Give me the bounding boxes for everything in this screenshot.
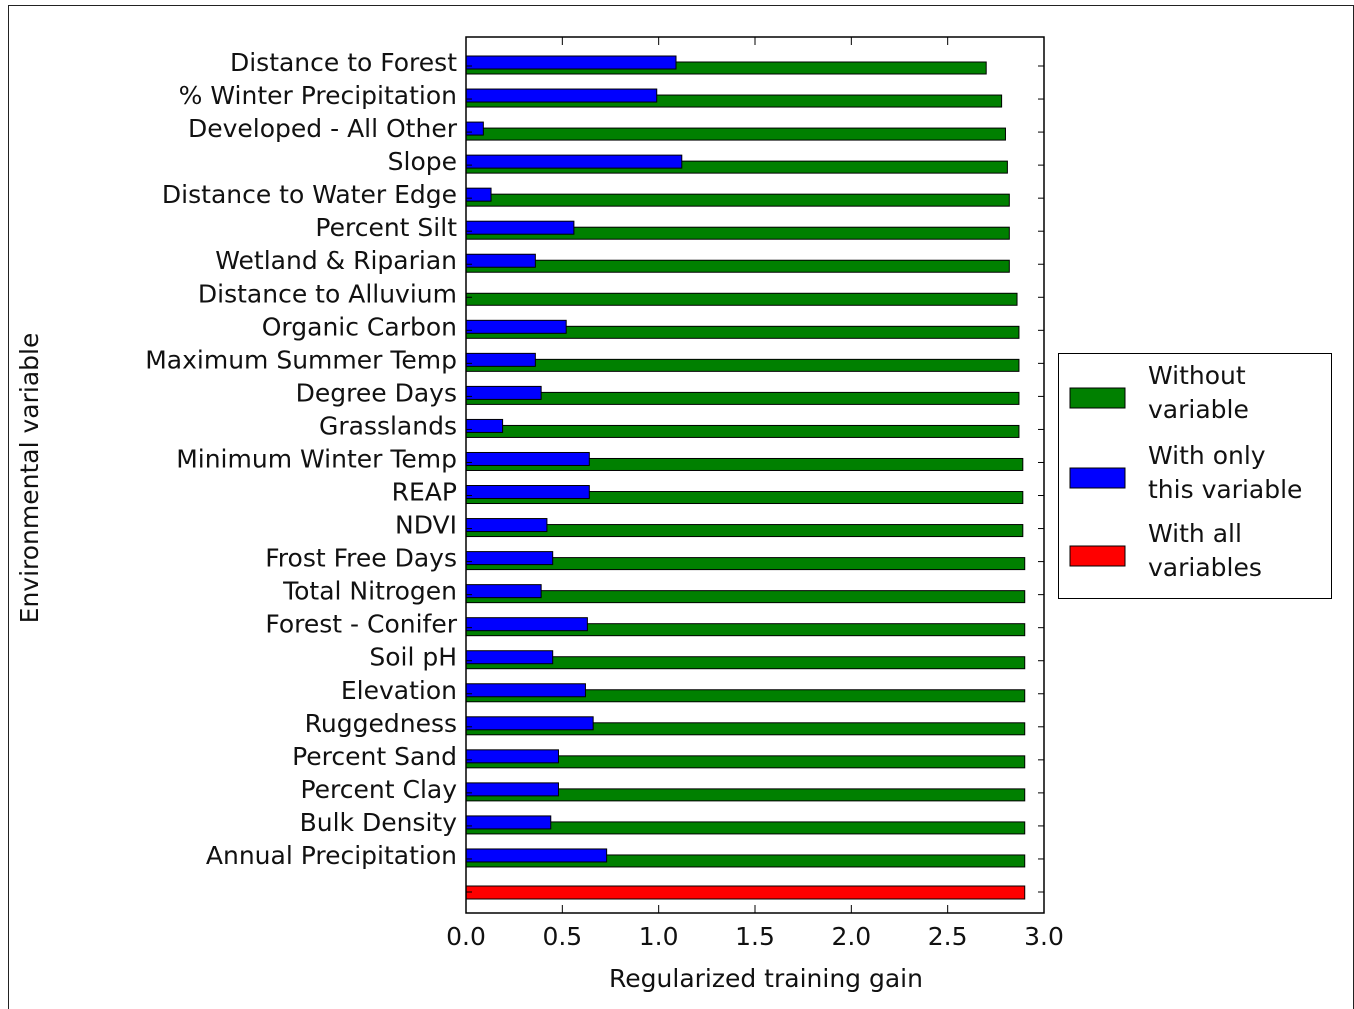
legend-line: variables bbox=[1148, 553, 1262, 582]
bar bbox=[465, 220, 575, 235]
bar bbox=[465, 815, 552, 830]
bar bbox=[465, 319, 567, 334]
x-tick-label: 0.5 bbox=[542, 922, 582, 951]
legend-label: With all variables bbox=[1148, 519, 1262, 582]
bar bbox=[465, 749, 559, 764]
y-tick-label: NDVI bbox=[395, 511, 457, 540]
bar bbox=[465, 848, 608, 863]
bar bbox=[465, 193, 1010, 207]
y-tick-label: Soil pH bbox=[369, 643, 457, 672]
bar bbox=[465, 782, 559, 797]
y-tick-label: Distance to Water Edge bbox=[162, 180, 457, 209]
bar bbox=[465, 127, 1006, 141]
x-tick-label: 2.0 bbox=[831, 922, 871, 951]
y-tick-label: Frost Free Days bbox=[265, 544, 457, 573]
bar bbox=[465, 253, 536, 268]
legend-line: variable bbox=[1148, 395, 1249, 424]
y-tick-label: Percent Sand bbox=[292, 742, 457, 771]
bar bbox=[465, 885, 1026, 900]
y-tick-label: Annual Precipitation bbox=[206, 841, 457, 870]
y-tick-label: Minimum Winter Temp bbox=[176, 444, 457, 473]
bar bbox=[465, 451, 590, 466]
bar bbox=[465, 524, 1024, 538]
x-tick-label: 1.0 bbox=[639, 922, 679, 951]
y-tick-label: % Winter Precipitation bbox=[179, 81, 457, 110]
bar bbox=[465, 385, 542, 400]
legend-swatch bbox=[1069, 545, 1126, 567]
legend-swatch bbox=[1069, 467, 1126, 489]
y-tick-label: Degree Days bbox=[296, 378, 457, 407]
bar bbox=[465, 518, 548, 533]
y-tick-label: Total Nitrogen bbox=[282, 577, 457, 606]
y-tick-label: Organic Carbon bbox=[262, 312, 457, 341]
x-tick-label: 2.5 bbox=[928, 922, 968, 951]
y-tick-label: Percent Clay bbox=[300, 775, 457, 804]
legend-label: Without variable bbox=[1148, 361, 1254, 424]
y-tick-label: Maximum Summer Temp bbox=[145, 345, 457, 374]
legend-line: Without bbox=[1148, 361, 1254, 390]
bar bbox=[465, 617, 588, 632]
bar bbox=[465, 154, 683, 169]
x-tick-label: 0.0 bbox=[446, 922, 486, 951]
x-axis-label: Regularized training gain bbox=[609, 964, 923, 993]
bar bbox=[465, 590, 1026, 604]
bar bbox=[465, 424, 1020, 438]
y-axis-label: Environmental variable bbox=[15, 333, 44, 624]
bar bbox=[465, 584, 542, 599]
y-tick-label: Distance to Forest bbox=[230, 48, 457, 77]
bar bbox=[465, 391, 1020, 405]
bar bbox=[465, 121, 484, 136]
bar bbox=[465, 650, 554, 665]
bar bbox=[465, 88, 658, 103]
y-tick-label: Developed - All Other bbox=[188, 114, 458, 143]
y-tick-label: Elevation bbox=[341, 676, 457, 705]
bar bbox=[465, 683, 586, 698]
bar bbox=[465, 418, 504, 433]
y-tick-label: Bulk Density bbox=[300, 808, 458, 837]
bar bbox=[465, 259, 1010, 273]
legend-line: this variable bbox=[1148, 475, 1302, 504]
bar bbox=[465, 187, 492, 202]
y-tick-label: Distance to Alluvium bbox=[198, 279, 457, 308]
x-tick-label: 1.5 bbox=[735, 922, 775, 951]
bar bbox=[465, 485, 590, 500]
y-tick-label: Slope bbox=[388, 147, 457, 176]
y-tick-label: Ruggedness bbox=[305, 709, 457, 738]
y-tick-label: Wetland & Riparian bbox=[215, 246, 457, 275]
y-tick-label: Grasslands bbox=[319, 411, 457, 440]
legend-swatch bbox=[1069, 387, 1126, 409]
legend-line: With only bbox=[1148, 441, 1274, 470]
y-tick-label: Percent Silt bbox=[315, 213, 457, 242]
y-tick-label: REAP bbox=[392, 478, 457, 507]
bar bbox=[465, 551, 554, 566]
bar bbox=[465, 292, 1018, 306]
x-tick-label: 3.0 bbox=[1024, 922, 1064, 951]
y-tick-label: Forest - Conifer bbox=[265, 610, 457, 639]
legend-label: With only this variable bbox=[1148, 441, 1302, 504]
legend-line: With all bbox=[1148, 519, 1250, 548]
bar bbox=[465, 716, 594, 731]
bar bbox=[465, 55, 677, 70]
bar bbox=[465, 358, 1020, 372]
bar bbox=[465, 352, 536, 367]
